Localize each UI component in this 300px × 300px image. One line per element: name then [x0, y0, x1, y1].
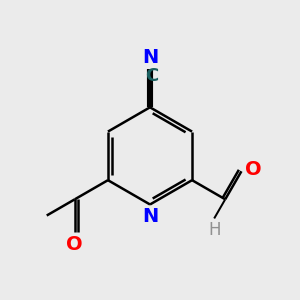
Text: O: O: [67, 235, 83, 254]
Text: O: O: [245, 160, 262, 179]
Text: C: C: [145, 67, 158, 85]
Text: N: N: [142, 48, 158, 67]
Text: H: H: [208, 220, 220, 238]
Text: N: N: [142, 207, 158, 226]
